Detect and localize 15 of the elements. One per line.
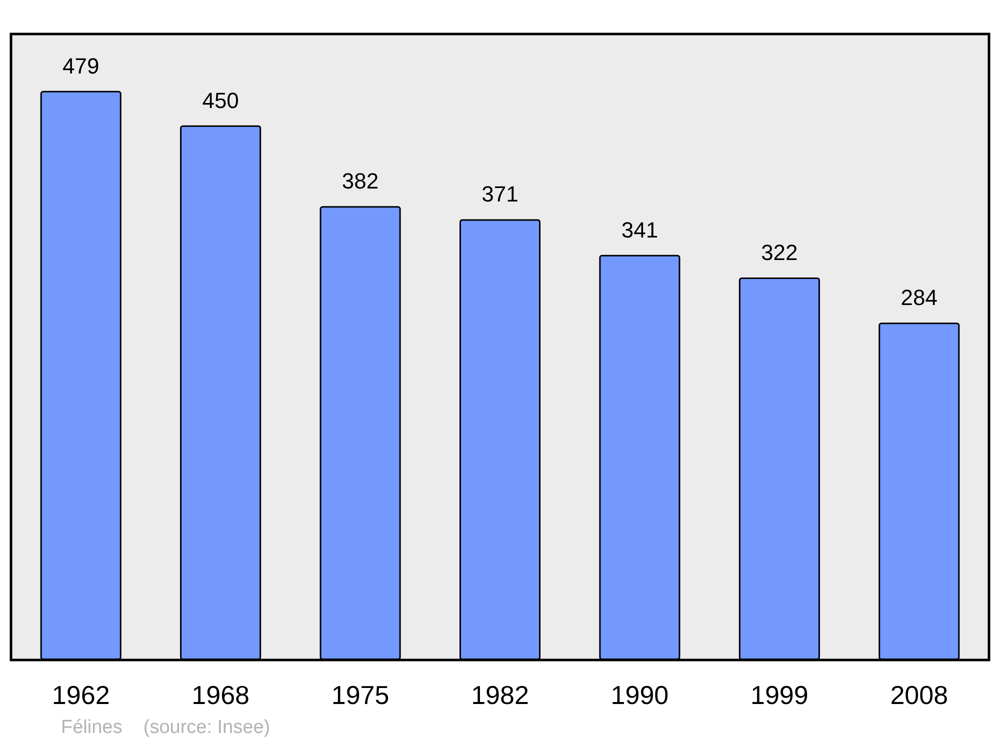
data-label: 284 (900, 285, 938, 310)
x-tick-label: 1982 (471, 680, 529, 710)
x-tick-label: 1975 (331, 680, 390, 710)
x-tick-label: 2008 (890, 680, 948, 710)
data-label: 341 (621, 217, 658, 242)
x-tick-label: 1990 (610, 680, 669, 710)
data-label: 450 (202, 88, 239, 113)
x-tick-label: 1999 (750, 680, 808, 710)
data-label: 382 (342, 168, 379, 194)
text: Félines (source: Insee) (61, 717, 270, 738)
x-tick-label: 1968 (192, 680, 250, 710)
x-tick-label: 1962 (52, 680, 110, 710)
data-label: 322 (761, 240, 798, 265)
data-label: 479 (62, 53, 100, 78)
data-label: 371 (482, 182, 518, 207)
